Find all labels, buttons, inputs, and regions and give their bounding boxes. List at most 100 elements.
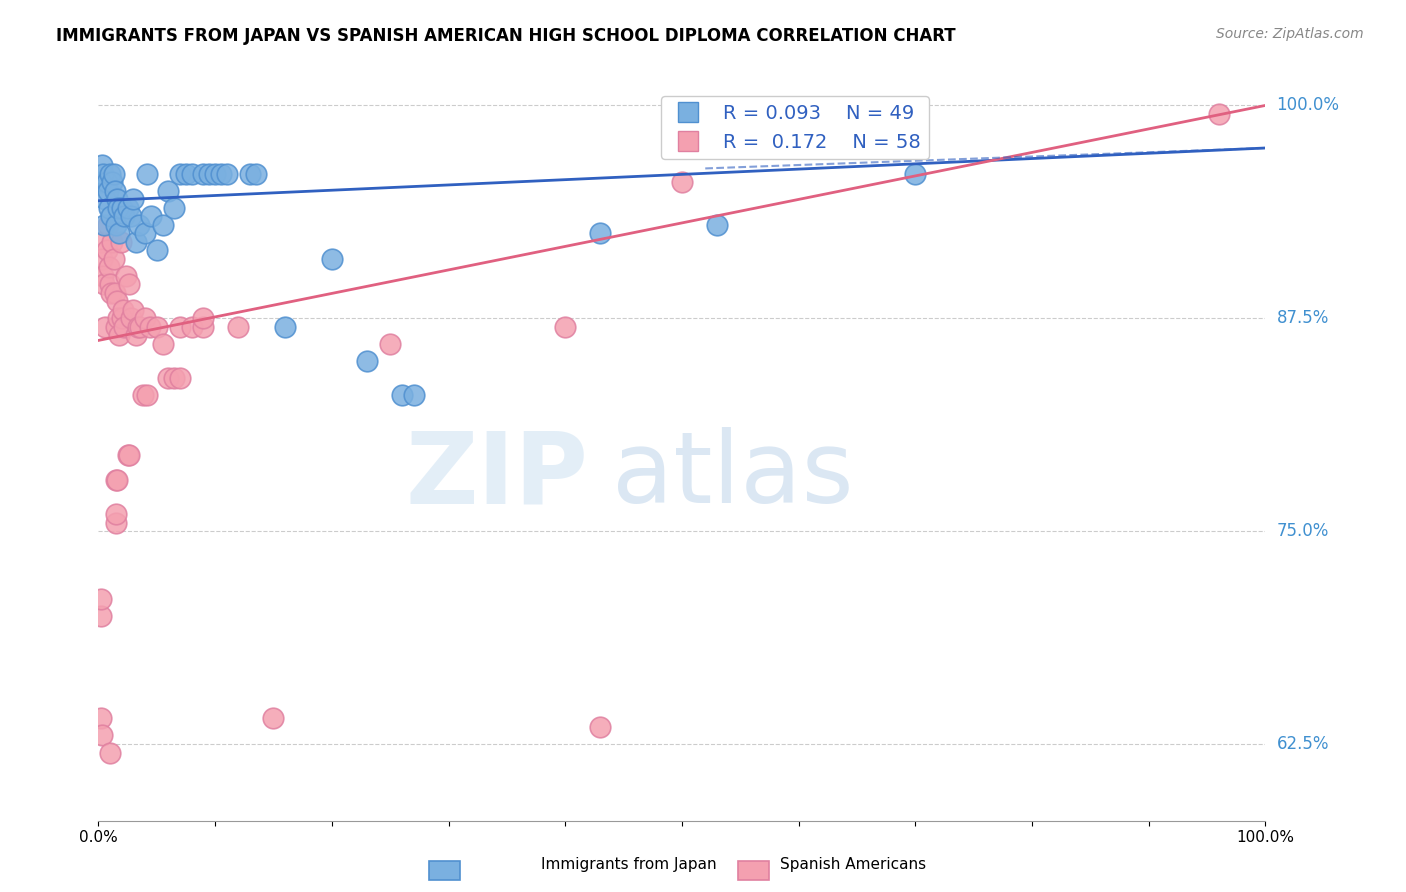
Point — [157, 371, 180, 385]
Point — [111, 201, 134, 215]
Point — [98, 167, 121, 181]
Point — [169, 319, 191, 334]
Point — [193, 167, 215, 181]
Point — [96, 243, 118, 257]
Point — [110, 235, 132, 249]
Point — [169, 167, 191, 181]
Point — [90, 158, 112, 172]
Point — [105, 473, 128, 487]
Point — [111, 311, 134, 326]
Point — [104, 218, 127, 232]
Text: 87.5%: 87.5% — [1277, 310, 1329, 327]
Point — [274, 319, 297, 334]
Point — [134, 311, 156, 326]
Text: Immigrants from Japan: Immigrants from Japan — [541, 857, 717, 872]
Point — [93, 218, 115, 232]
Point — [104, 516, 127, 530]
Point — [239, 167, 262, 181]
Text: IMMIGRANTS FROM JAPAN VS SPANISH AMERICAN HIGH SCHOOL DIPLOMA CORRELATION CHART: IMMIGRANTS FROM JAPAN VS SPANISH AMERICA… — [56, 27, 956, 45]
Point — [129, 319, 152, 334]
Point — [904, 167, 927, 181]
Point — [193, 319, 215, 334]
Point — [91, 167, 114, 181]
Point — [93, 277, 115, 292]
Text: Spanish Americans: Spanish Americans — [780, 857, 927, 872]
Point — [115, 268, 138, 283]
Point — [111, 302, 134, 317]
Point — [204, 167, 226, 181]
Point — [105, 294, 128, 309]
Point — [120, 311, 142, 326]
Point — [104, 473, 127, 487]
Point — [125, 328, 148, 343]
Point — [146, 319, 169, 334]
Legend: R = 0.093    N = 49, R =  0.172    N = 58: R = 0.093 N = 49, R = 0.172 N = 58 — [661, 96, 929, 160]
Point — [402, 388, 425, 402]
Point — [134, 226, 156, 240]
Point — [96, 175, 118, 189]
Point — [132, 388, 155, 402]
Point — [107, 311, 129, 326]
Point — [98, 277, 121, 292]
Point — [104, 319, 127, 334]
Point — [157, 184, 180, 198]
Point — [118, 277, 141, 292]
Point — [97, 260, 120, 275]
Point — [125, 235, 148, 249]
Point — [1208, 107, 1230, 121]
Point — [136, 167, 159, 181]
Point — [118, 448, 141, 462]
Point — [104, 285, 127, 300]
Text: 62.5%: 62.5% — [1277, 735, 1329, 753]
Point — [122, 302, 145, 317]
Point — [112, 209, 135, 223]
Point — [117, 448, 139, 462]
Point — [262, 711, 284, 725]
Point — [391, 388, 413, 402]
Point — [90, 592, 112, 607]
Point — [101, 235, 124, 249]
Point — [671, 175, 693, 189]
Point — [228, 319, 250, 334]
Point — [90, 711, 112, 725]
Point — [554, 319, 576, 334]
Point — [245, 167, 267, 181]
Point — [104, 507, 127, 521]
Point — [101, 175, 124, 189]
Point — [112, 319, 135, 334]
Point — [127, 319, 149, 334]
Point — [152, 336, 174, 351]
Point — [215, 167, 238, 181]
Point — [97, 201, 120, 215]
Point — [103, 252, 125, 266]
Point — [90, 609, 112, 624]
Point — [91, 268, 114, 283]
Point — [128, 218, 150, 232]
Point — [100, 285, 122, 300]
Point — [356, 354, 378, 368]
Point — [104, 184, 127, 198]
Point — [90, 175, 112, 189]
Point — [152, 218, 174, 232]
Point — [180, 319, 202, 334]
Point — [90, 235, 112, 249]
Text: ZIP: ZIP — [406, 427, 589, 524]
Point — [122, 192, 145, 206]
Point — [108, 328, 131, 343]
Point — [100, 209, 122, 223]
Point — [107, 201, 129, 215]
Point — [108, 226, 131, 240]
Text: 100.0%: 100.0% — [1277, 96, 1340, 114]
Point — [163, 201, 186, 215]
Point — [139, 319, 162, 334]
Point — [180, 167, 202, 181]
Point — [120, 209, 142, 223]
Point — [90, 729, 112, 743]
Point — [90, 252, 112, 266]
Point — [98, 746, 121, 760]
Point — [97, 218, 120, 232]
Point — [193, 311, 215, 326]
Point — [94, 192, 117, 206]
Point — [209, 167, 232, 181]
Point — [139, 209, 162, 223]
